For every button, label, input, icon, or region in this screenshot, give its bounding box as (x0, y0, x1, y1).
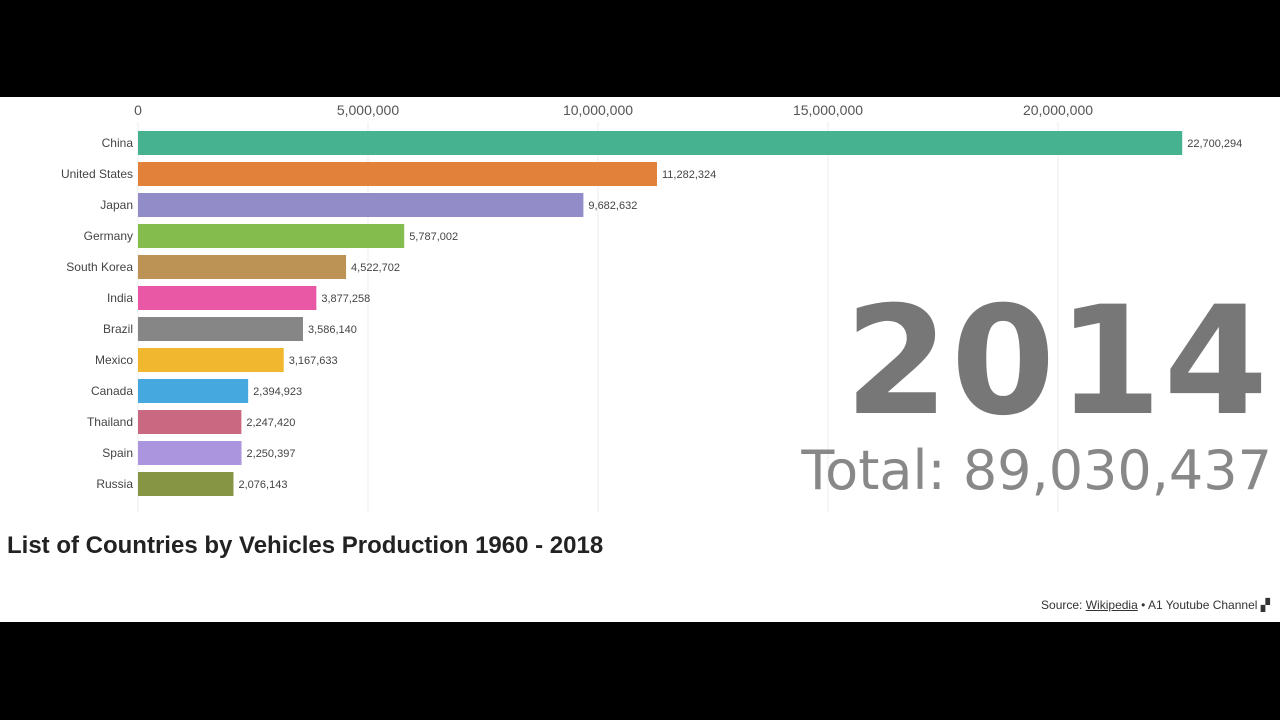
value-label: 2,076,143 (239, 479, 288, 491)
category-label: Mexico (95, 353, 133, 367)
source-prefix: Source: (1041, 598, 1086, 612)
category-label: India (107, 291, 133, 305)
bar-russia (138, 472, 234, 496)
category-label: China (102, 136, 134, 150)
category-label: Russia (96, 477, 133, 491)
value-label: 9,682,632 (588, 200, 637, 212)
value-label: 3,877,258 (321, 293, 370, 305)
value-label: 3,167,633 (289, 355, 338, 367)
logo-icon: ▞ (1260, 598, 1270, 612)
value-label: 22,700,294 (1187, 138, 1242, 150)
category-label: Canada (91, 384, 133, 398)
value-label: 2,394,923 (253, 386, 302, 398)
value-label: 4,522,702 (351, 262, 400, 274)
value-label: 5,787,002 (409, 231, 458, 243)
year-label: 2014 (844, 275, 1270, 449)
source-credit: Source: Wikipedia • A1 Youtube Channel ▞ (1041, 597, 1270, 613)
source-suffix: • A1 Youtube Channel (1137, 598, 1258, 612)
category-label: Germany (84, 229, 133, 243)
bar-china (138, 131, 1183, 155)
chart-title: List of Countries by Vehicles Production… (7, 532, 604, 559)
category-label: Japan (100, 198, 133, 212)
bar-brazil (138, 317, 303, 341)
bar-japan (138, 193, 584, 217)
bar-thailand (138, 410, 242, 434)
x-tick-label: 10,000,000 (563, 102, 633, 118)
bar-united-states (138, 162, 657, 186)
total-label: Total: 89,030,437 (801, 439, 1272, 502)
value-label: 11,282,324 (662, 169, 716, 181)
x-tick-label: 20,000,000 (1023, 102, 1093, 118)
bar-mexico (138, 348, 284, 372)
wikipedia-link[interactable]: Wikipedia (1085, 598, 1138, 612)
category-label: Brazil (103, 322, 133, 336)
chart-stage: 0 5,000,000 10,000,000 15,000,000 20,000,000… (0, 97, 1280, 622)
category-label: Thailand (87, 415, 133, 429)
category-label: Spain (102, 446, 133, 460)
bar-south-korea (138, 255, 347, 279)
value-label: 3,586,140 (308, 324, 357, 336)
x-tick-label: 5,000,000 (337, 102, 399, 118)
value-label: 2,247,420 (246, 417, 295, 429)
bar-spain (138, 441, 242, 465)
value-label: 2,250,397 (247, 448, 296, 460)
x-tick-label: 15,000,000 (793, 102, 863, 118)
x-tick-label: 0 (134, 102, 142, 118)
bar-canada (138, 379, 249, 403)
bar-germany (138, 224, 405, 248)
category-label: South Korea (66, 260, 133, 274)
bar-india (138, 286, 317, 310)
bar-chart: 0 5,000,000 10,000,000 15,000,000 20,000,000… (61, 102, 1242, 512)
category-label: United States (61, 167, 133, 181)
